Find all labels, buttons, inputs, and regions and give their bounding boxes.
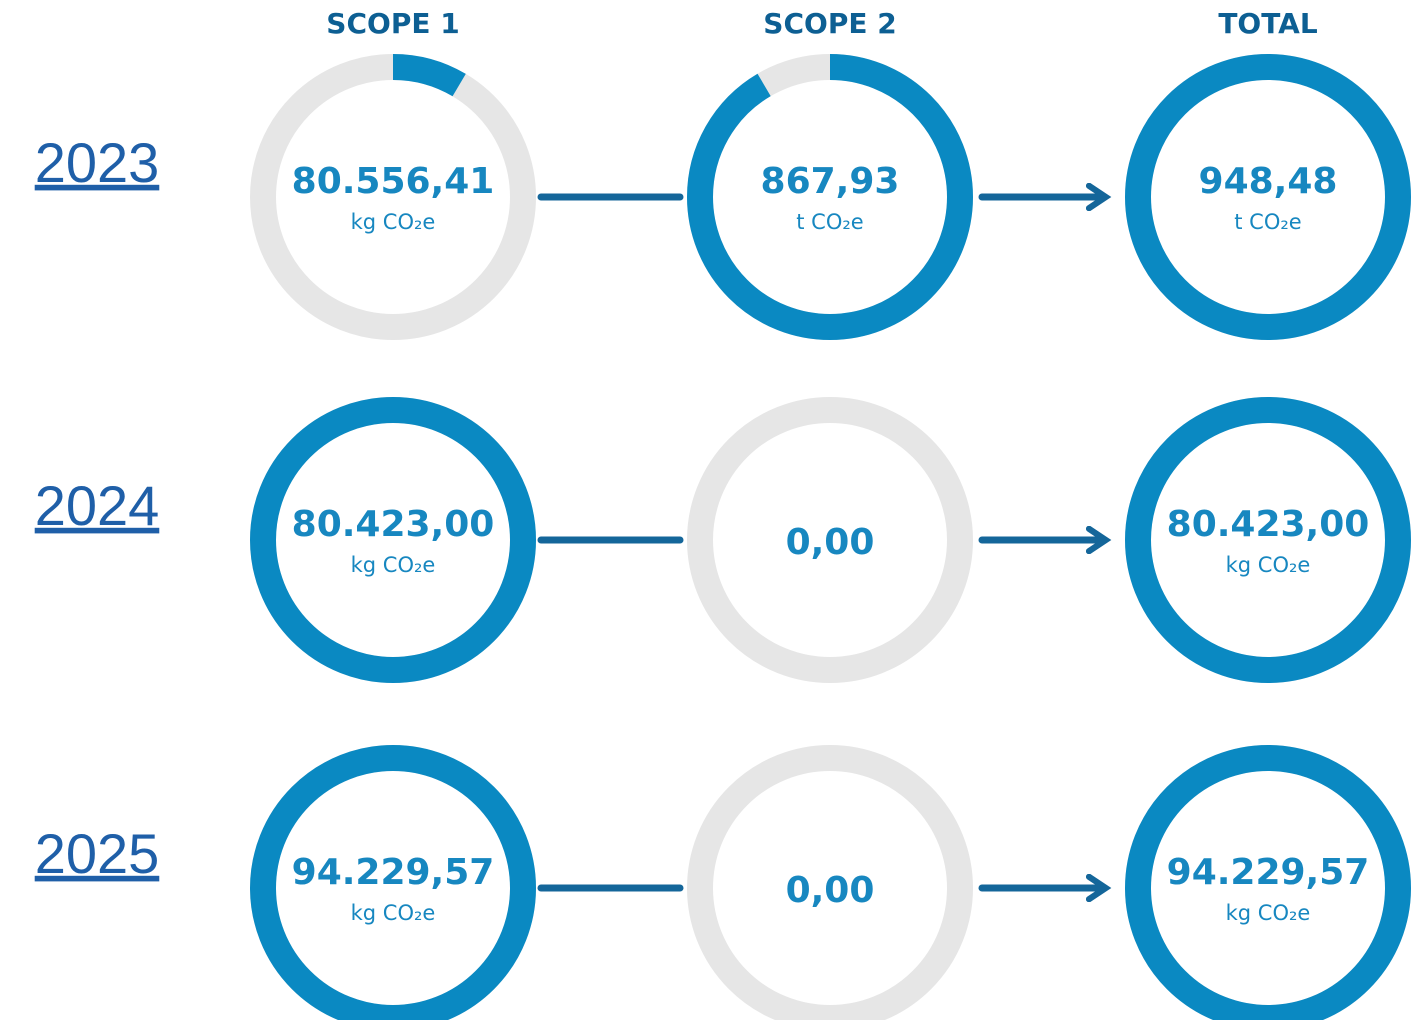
unit: t CO₂e: [1234, 210, 1301, 234]
unit: kg CO₂e: [351, 901, 436, 925]
ring-arc: [250, 745, 536, 1020]
value: 948,48: [1199, 161, 1338, 202]
unit: kg CO₂e: [351, 210, 436, 234]
column-header: TOTAL: [1218, 7, 1317, 40]
unit: t CO₂e: [796, 210, 863, 234]
value: 80.423,00: [292, 504, 495, 545]
value: 867,93: [761, 161, 900, 202]
unit: kg CO₂e: [351, 553, 436, 577]
value: 94.229,57: [1167, 852, 1370, 893]
ring-arc: [1125, 745, 1411, 1020]
value: 80.556,41: [292, 161, 495, 202]
year-link[interactable]: 2024: [35, 474, 160, 537]
year-link[interactable]: 2023: [35, 131, 160, 194]
unit: kg CO₂e: [1226, 901, 1311, 925]
ring-arc: [687, 54, 973, 340]
unit: kg CO₂e: [1226, 553, 1311, 577]
year-link[interactable]: 2025: [35, 822, 160, 885]
ring-arc: [1125, 397, 1411, 683]
ring-arc: [250, 54, 536, 340]
column-header: SCOPE 1: [326, 7, 459, 40]
ring-arc: [250, 397, 536, 683]
value: 80.423,00: [1167, 504, 1370, 545]
value: 0,00: [786, 522, 875, 563]
value: 94.229,57: [292, 852, 495, 893]
ring-track: [687, 397, 973, 683]
ring-track: [687, 745, 973, 1020]
column-header: SCOPE 2: [763, 7, 896, 40]
value: 0,00: [786, 870, 875, 911]
ring-arc: [1125, 54, 1411, 340]
